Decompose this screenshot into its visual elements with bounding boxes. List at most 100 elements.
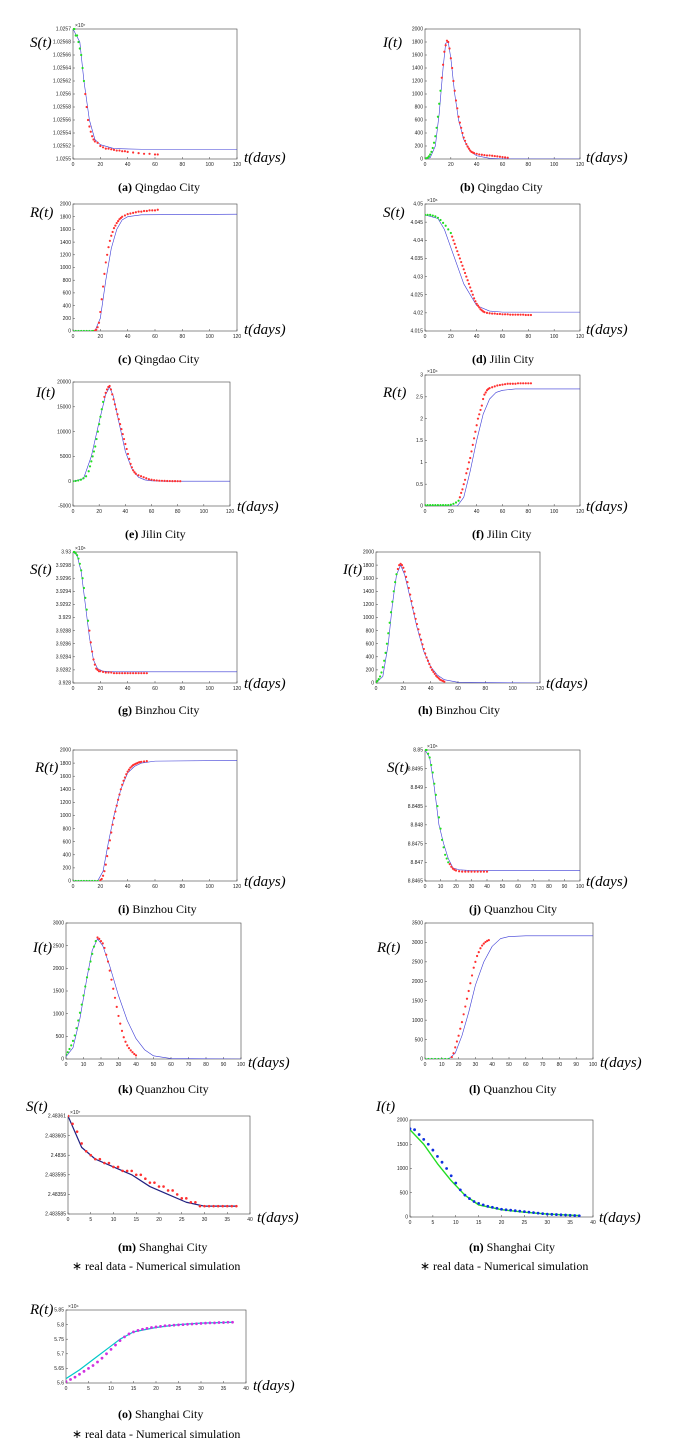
real-data-point — [235, 1204, 238, 1208]
real-data-point — [115, 804, 118, 807]
y-tick-label: 3.9298 — [56, 563, 72, 569]
x-tick-label: 30 — [544, 1220, 550, 1226]
real-data-point — [94, 1157, 97, 1161]
real-data-point — [424, 652, 427, 655]
real-data-point — [464, 870, 467, 873]
real-data-point — [145, 1327, 149, 1330]
real-data-point — [112, 672, 116, 675]
x-tick-label: 0 — [424, 884, 427, 890]
real-data-point — [105, 1352, 108, 1356]
y-tick-label: 1400 — [60, 787, 71, 793]
real-data-point — [126, 452, 130, 456]
real-data-point — [474, 430, 477, 433]
x-tick-label: 20 — [401, 686, 407, 692]
real-data-point — [130, 466, 133, 469]
real-data-point — [434, 135, 437, 138]
real-data-point — [73, 879, 75, 881]
real-data-point — [100, 408, 103, 411]
real-data-point — [119, 423, 122, 426]
real-data-point — [100, 1356, 104, 1360]
real-data-point — [483, 154, 486, 157]
real-data-point — [409, 593, 412, 596]
scale-label: ×10⁴ — [68, 1304, 79, 1310]
real-data-point — [112, 398, 115, 401]
x-tick-label: 90 — [562, 884, 568, 890]
real-data-point — [74, 879, 77, 881]
x-tick-label: 20 — [499, 1220, 505, 1226]
x-tick-label: 40 — [247, 1217, 253, 1223]
y-tick-label: 400 — [63, 303, 72, 309]
real-data-point — [433, 672, 436, 675]
x-tick-label: 15 — [131, 1386, 137, 1392]
real-data-point — [132, 672, 135, 675]
real-data-point — [436, 115, 440, 118]
real-data-point — [81, 577, 84, 580]
real-data-point — [115, 221, 118, 225]
y-tick-label: 4.045 — [410, 220, 423, 226]
simulation-line — [410, 1129, 580, 1217]
real-data-point — [447, 1057, 450, 1059]
real-data-point — [133, 471, 136, 474]
real-data-point — [476, 870, 479, 873]
x-tick-label: 0 — [72, 162, 75, 168]
caption: (e) Jilin City — [125, 527, 186, 542]
real-data-point — [122, 779, 125, 782]
real-data-point — [509, 382, 512, 385]
y-tick-label: 4.015 — [410, 329, 423, 335]
real-data-point — [457, 253, 460, 256]
y-tick-label: 0 — [371, 681, 374, 687]
real-data-point — [491, 312, 494, 315]
x-tick-label: 20 — [448, 334, 454, 340]
real-data-point — [81, 66, 84, 70]
y-tick-label: 4.035 — [410, 256, 423, 262]
real-data-point — [532, 1211, 535, 1215]
x-tick-label: 120 — [233, 686, 242, 692]
real-data-point — [132, 211, 135, 214]
real-data-point — [115, 672, 118, 675]
real-data-point — [131, 1051, 134, 1054]
real-data-point — [545, 1212, 549, 1216]
real-data-point — [472, 966, 475, 969]
real-data-point — [449, 1174, 453, 1178]
real-data-point — [103, 946, 106, 950]
y-tick-label: 8.8495 — [408, 766, 424, 772]
y-tick-label: 0 — [61, 1057, 64, 1063]
y-tick-label: 2000 — [363, 550, 374, 556]
real-data-point — [483, 311, 486, 314]
y-tick-label: 2.483605 — [45, 1133, 66, 1139]
real-data-point — [203, 1204, 206, 1208]
real-data-point — [84, 985, 87, 988]
chart-m: 0 5 10 15 20 25 30 35 40 2.483585 2.48359 2.483595 2… — [45, 1110, 253, 1223]
real-data-point — [166, 1189, 170, 1192]
y-tick-label: 2.483585 — [45, 1212, 66, 1218]
real-data-point — [436, 1154, 439, 1158]
real-data-point — [186, 1322, 189, 1326]
real-data-point — [454, 99, 458, 102]
real-data-point — [136, 1329, 140, 1332]
real-data-point — [506, 382, 509, 385]
real-data-point — [216, 1204, 220, 1208]
real-data-point — [458, 870, 461, 873]
x-axis-label: t(days) — [546, 676, 588, 692]
real-data-point — [88, 465, 92, 468]
real-data-point — [469, 456, 472, 460]
y-tick-label: 0 — [68, 479, 71, 485]
real-data-point — [465, 997, 469, 1000]
caption: (m) Shanghai City — [118, 1240, 207, 1255]
x-tick-label: 5 — [431, 1220, 434, 1226]
y-axis-label: S(t) — [26, 1099, 48, 1115]
y-tick-label: 4.05 — [413, 202, 423, 208]
y-tick-label: 1800 — [363, 563, 374, 569]
real-data-point — [171, 1189, 174, 1192]
x-tick-label: 60 — [500, 509, 506, 515]
simulation-line — [425, 935, 593, 1059]
real-data-point — [384, 651, 387, 654]
caption-text: Jilin City — [138, 527, 186, 541]
caption: (l) Quanzhou City — [469, 1082, 556, 1097]
real-data-point — [454, 869, 458, 872]
x-axis-label: t(days) — [586, 874, 628, 890]
real-data-point — [123, 214, 127, 217]
real-data-point — [145, 672, 148, 675]
caption-letter: (h) — [418, 703, 433, 717]
plot-content — [376, 562, 540, 683]
